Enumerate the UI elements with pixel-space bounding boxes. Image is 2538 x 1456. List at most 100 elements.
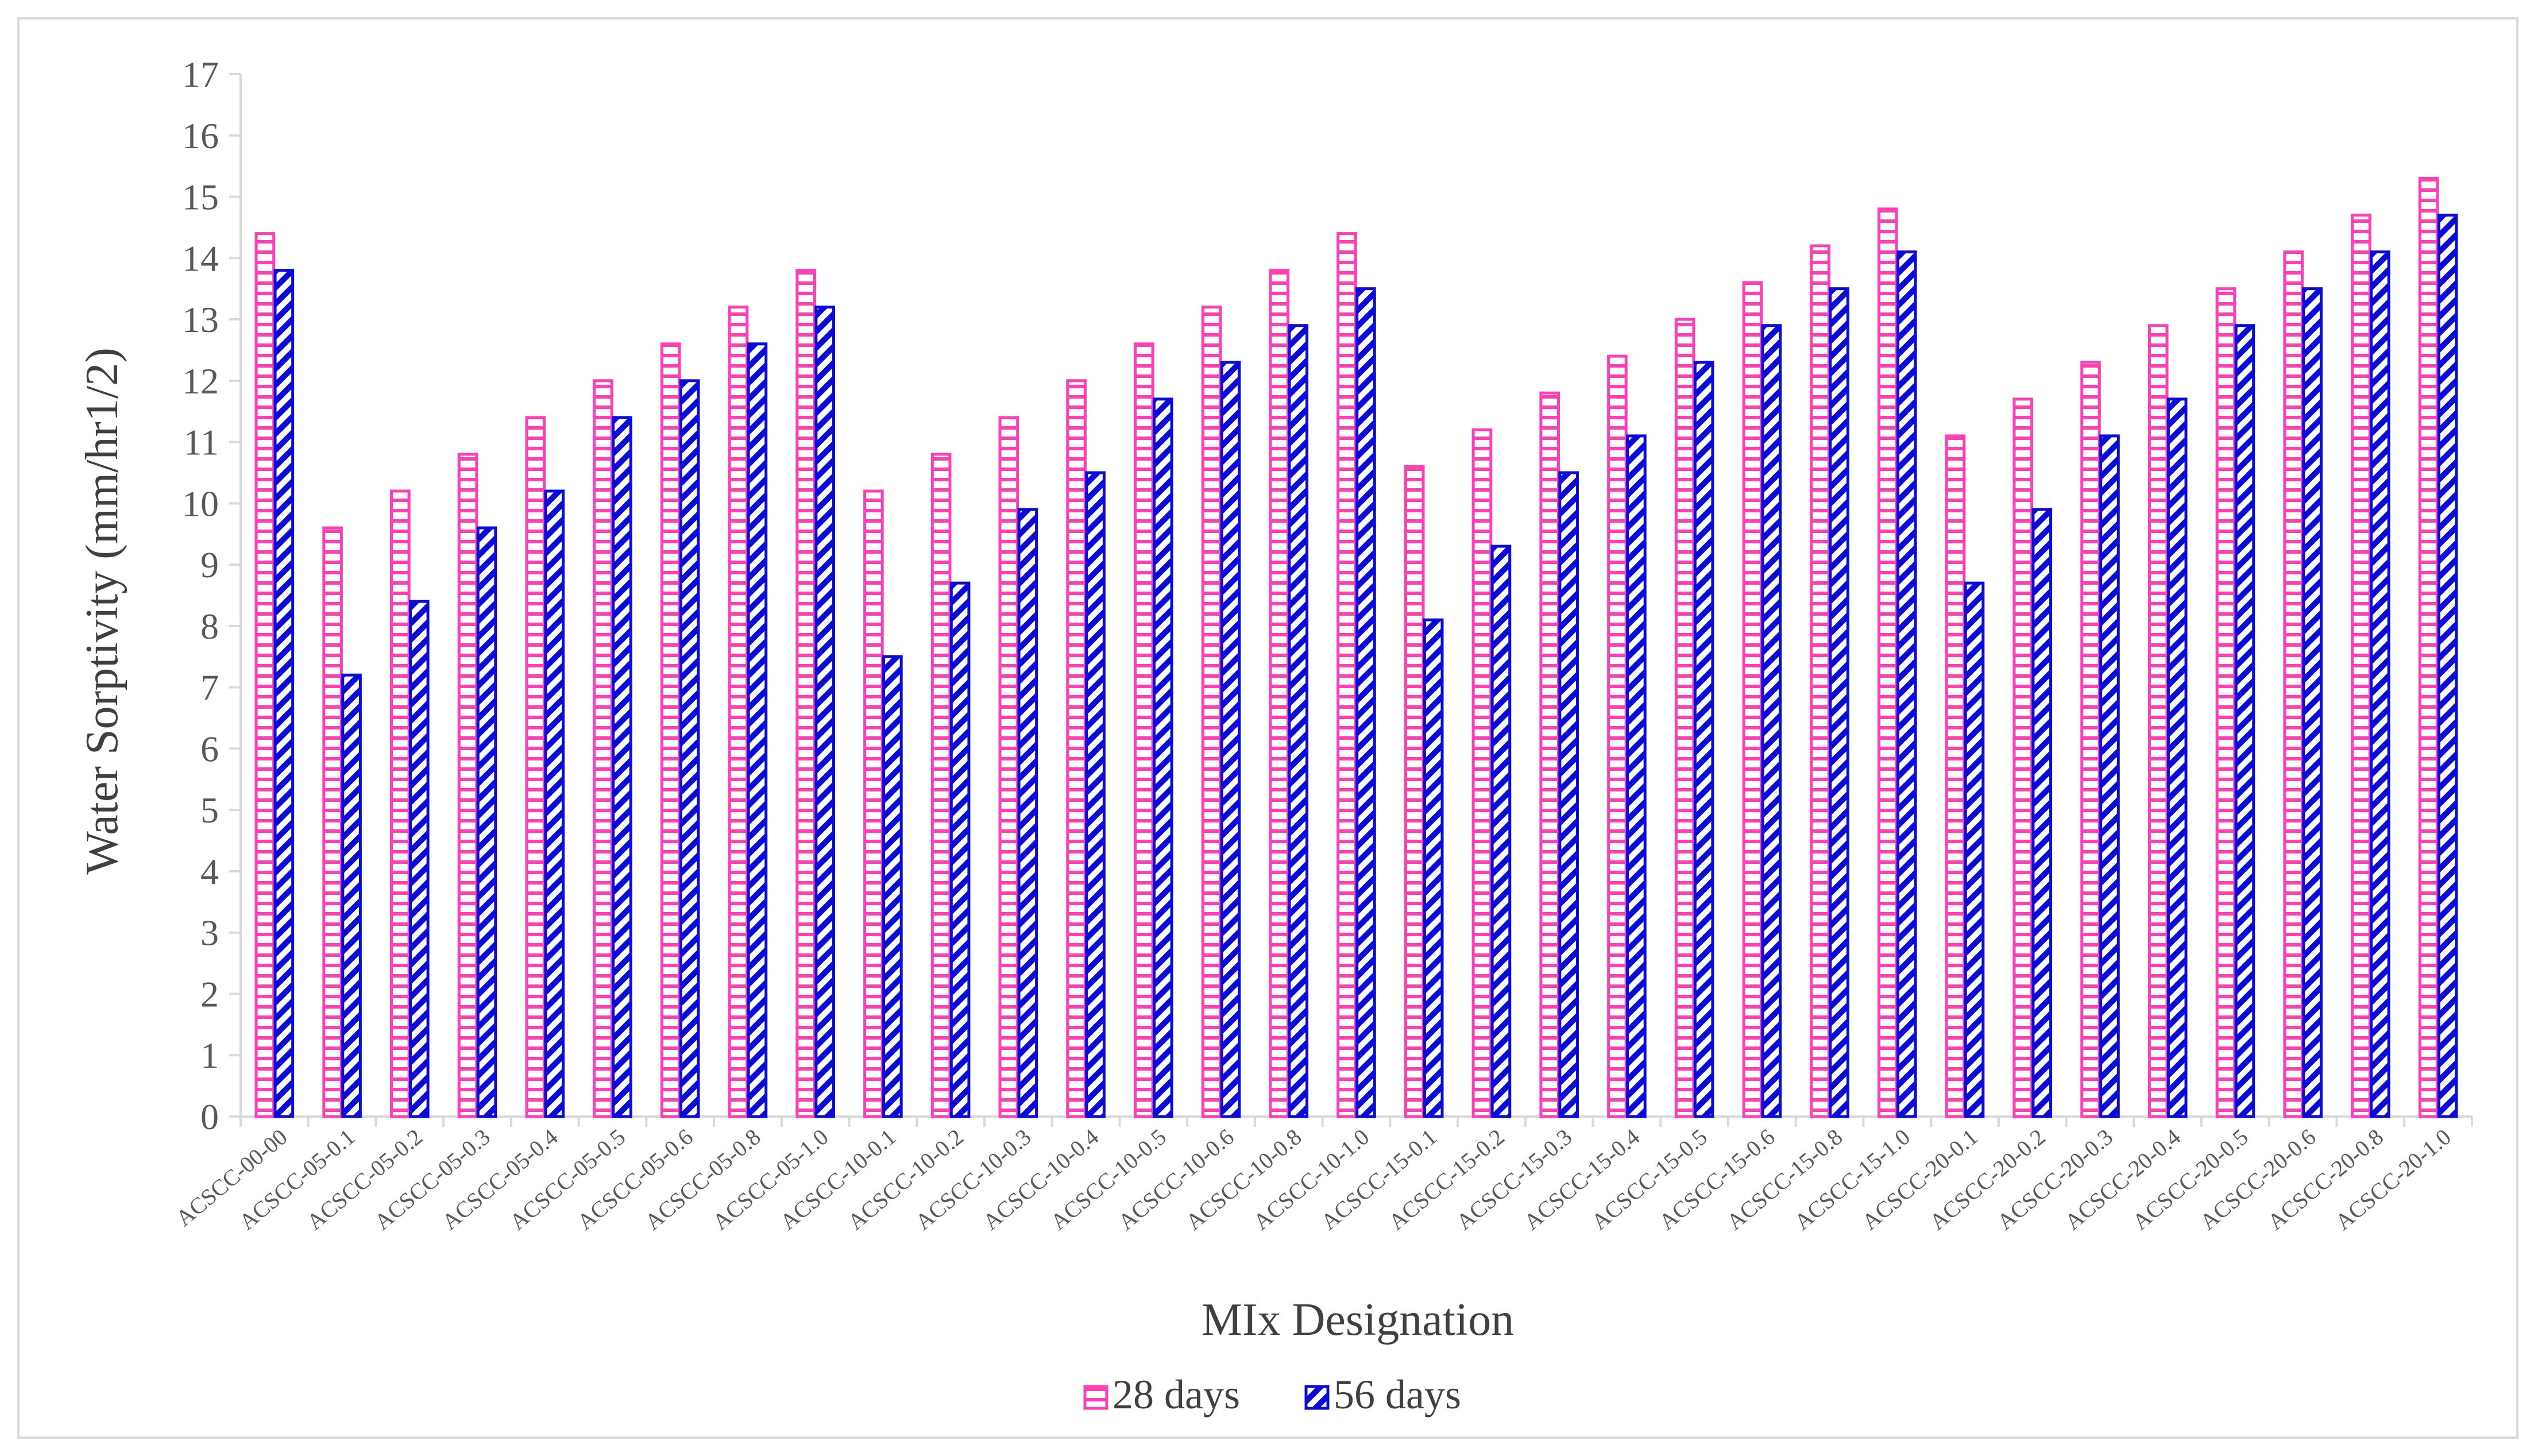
bar-28-days-ACSCC-05-0.1 [322, 526, 343, 1118]
y-tick-label: 12 [182, 361, 219, 401]
bar-28-days-ACSCC-05-0.2 [390, 489, 411, 1118]
x-tick-label: ACSCC-20-1.0 [2330, 1123, 2456, 1235]
x-tick-label: ACSCC-20-0.8 [2262, 1123, 2388, 1235]
x-tick-label: ACSCC-05-0.5 [505, 1123, 631, 1235]
bar-56-days-ACSCC-20-0.3 [2099, 434, 2120, 1118]
bar-28-days-ACSCC-15-0.2 [1471, 428, 1493, 1118]
bar-28-days-ACSCC-20-0.2 [2012, 397, 2034, 1118]
y-tick-label: 8 [200, 606, 219, 647]
x-tick-label: ACSCC-10-0.1 [775, 1123, 901, 1235]
bar-28-days-ACSCC-15-0.4 [1607, 354, 1628, 1118]
bars [254, 177, 2458, 1118]
y-tick-label: 7 [200, 667, 219, 708]
bar-28-days-ACSCC-15-0.5 [1674, 318, 1695, 1118]
bar-56-days-ACSCC-15-1.0 [1896, 250, 1917, 1118]
bar-56-days-ACSCC-05-0.2 [408, 600, 430, 1118]
bar-28-days-ACSCC-15-1.0 [1878, 207, 1898, 1118]
y-tick-label: 1 [200, 1035, 219, 1076]
bar-56-days-ACSCC-10-0.3 [1017, 508, 1038, 1118]
bar-56-days-ACSCC-05-1.0 [814, 306, 835, 1118]
bar-56-days-ACSCC-20-0.8 [2370, 250, 2390, 1118]
x-tick-label: ACSCC-20-0.5 [2127, 1123, 2253, 1235]
bar-56-days-ACSCC-05-0.8 [747, 342, 768, 1118]
bar-56-days-ACSCC-00-00 [273, 269, 295, 1118]
y-tick-label: 5 [200, 790, 219, 831]
y-tick-label: 2 [200, 974, 219, 1014]
bar-28-days-ACSCC-15-0.8 [1810, 244, 1830, 1118]
bar-28-days-ACSCC-20-0.3 [2080, 361, 2101, 1118]
bar-56-days-ACSCC-15-0.8 [1829, 287, 1849, 1118]
x-tick-label: ACSCC-05-0.6 [572, 1123, 698, 1235]
bar-56-days-ACSCC-05-0.1 [341, 673, 362, 1118]
bar-28-days-ACSCC-15-0.1 [1404, 465, 1425, 1118]
x-tick-label: ACSCC-05-0.4 [437, 1123, 563, 1235]
bar-28-days-ACSCC-20-0.1 [1945, 434, 1966, 1118]
x-tick-label: ACSCC-05-0.3 [369, 1123, 495, 1235]
y-tick-label: 3 [200, 913, 219, 953]
x-tick-label: ACSCC-15-0.4 [1519, 1123, 1644, 1235]
bar-28-days-ACSCC-05-0.6 [660, 342, 681, 1118]
bar-56-days-ACSCC-10-1.0 [1355, 287, 1376, 1118]
bar-56-days-ACSCC-10-0.5 [1152, 397, 1173, 1118]
bar-56-days-ACSCC-20-0.1 [1964, 581, 1985, 1118]
x-tick-label: ACSCC-05-0.2 [302, 1123, 427, 1235]
x-tick-label: ACSCC-15-1.0 [1789, 1123, 1915, 1235]
bar-56-days-ACSCC-15-0.2 [1490, 544, 1512, 1118]
bar-28-days-ACSCC-00-00 [254, 232, 276, 1118]
bar-28-days-ACSCC-10-0.2 [930, 453, 952, 1118]
bar-28-days-ACSCC-20-1.0 [2418, 177, 2439, 1118]
bar-56-days-ACSCC-20-0.6 [2302, 287, 2323, 1118]
x-axis: ACSCC-00-00ACSCC-05-0.1ACSCC-05-0.2ACSCC… [171, 1115, 2473, 1235]
y-tick-label: 13 [182, 299, 219, 340]
bar-28-days-ACSCC-05-0.5 [593, 379, 613, 1118]
bar-28-days-ACSCC-10-0.4 [1066, 379, 1087, 1118]
bar-28-days-ACSCC-20-0.4 [2147, 324, 2169, 1118]
bar-56-days-ACSCC-10-0.2 [949, 581, 971, 1118]
bar-56-days-ACSCC-20-0.4 [2166, 397, 2188, 1118]
y-tick-label: 10 [182, 483, 219, 524]
bar-56-days-ACSCC-20-0.5 [2234, 324, 2255, 1118]
bar-56-days-ACSCC-15-0.3 [1558, 471, 1579, 1118]
bar-28-days-ACSCC-05-0.3 [457, 453, 478, 1118]
x-tick-label: ACSCC-20-0.2 [1925, 1123, 2050, 1235]
bar-56-days-ACSCC-20-0.2 [2031, 508, 2053, 1118]
y-tick-label: 15 [182, 177, 219, 218]
bar-28-days-ACSCC-10-0.3 [998, 416, 1019, 1118]
y-tick-label: 9 [200, 544, 219, 585]
x-tick-label: ACSCC-20-0.6 [2195, 1123, 2321, 1235]
x-tick-label: ACSCC-10-0.3 [910, 1123, 1036, 1235]
x-tick-label: ACSCC-05-1.0 [708, 1123, 833, 1235]
y-tick-label: 0 [200, 1096, 219, 1137]
x-tick-label: ACSCC-15-0.3 [1451, 1123, 1577, 1235]
y-tick-label: 6 [200, 728, 219, 769]
x-tick-label: ACSCC-15-0.6 [1654, 1123, 1780, 1235]
x-tick-label: ACSCC-10-0.6 [1113, 1123, 1239, 1235]
x-tick-label: ACSCC-10-0.5 [1045, 1123, 1171, 1235]
legend: 28 days 56 days [1083, 1372, 1461, 1418]
bar-56-days-ACSCC-05-0.6 [679, 379, 700, 1118]
bar-56-days-ACSCC-15-0.5 [1693, 361, 1714, 1118]
x-tick-label: ACSCC-10-0.4 [978, 1123, 1104, 1235]
bar-56-days-ACSCC-10-0.1 [882, 655, 903, 1118]
bar-28-days-ACSCC-15-0.3 [1539, 391, 1560, 1118]
legend-swatch-56-days [1304, 1385, 1330, 1410]
bar-28-days-ACSCC-10-0.8 [1269, 269, 1290, 1118]
bar-28-days-ACSCC-15-0.6 [1742, 281, 1763, 1118]
x-tick-label: ACSCC-15-0.1 [1316, 1123, 1442, 1235]
x-tick-label: ACSCC-15-0.2 [1384, 1123, 1509, 1235]
bar-56-days-ACSCC-15-0.1 [1423, 618, 1444, 1118]
bar-56-days-ACSCC-10-0.8 [1288, 324, 1309, 1118]
y-tick-label: 16 [182, 115, 219, 156]
y-tick-label: 4 [200, 851, 219, 892]
x-tick-label: ACSCC-20-0.4 [2060, 1123, 2185, 1235]
x-tick-label: ACSCC-15-0.5 [1586, 1123, 1712, 1235]
x-tick-label: ACSCC-05-0.8 [640, 1123, 766, 1235]
x-tick-label: ACSCC-10-0.2 [843, 1123, 968, 1235]
bar-28-days-ACSCC-20-0.5 [2215, 287, 2236, 1118]
bar-56-days-ACSCC-10-0.4 [1085, 471, 1106, 1118]
bar-28-days-ACSCC-10-0.6 [1201, 306, 1222, 1118]
bar-28-days-ACSCC-20-0.8 [2351, 214, 2371, 1118]
bar-28-days-ACSCC-10-0.1 [863, 489, 884, 1118]
y-tick-label: 17 [182, 54, 219, 95]
